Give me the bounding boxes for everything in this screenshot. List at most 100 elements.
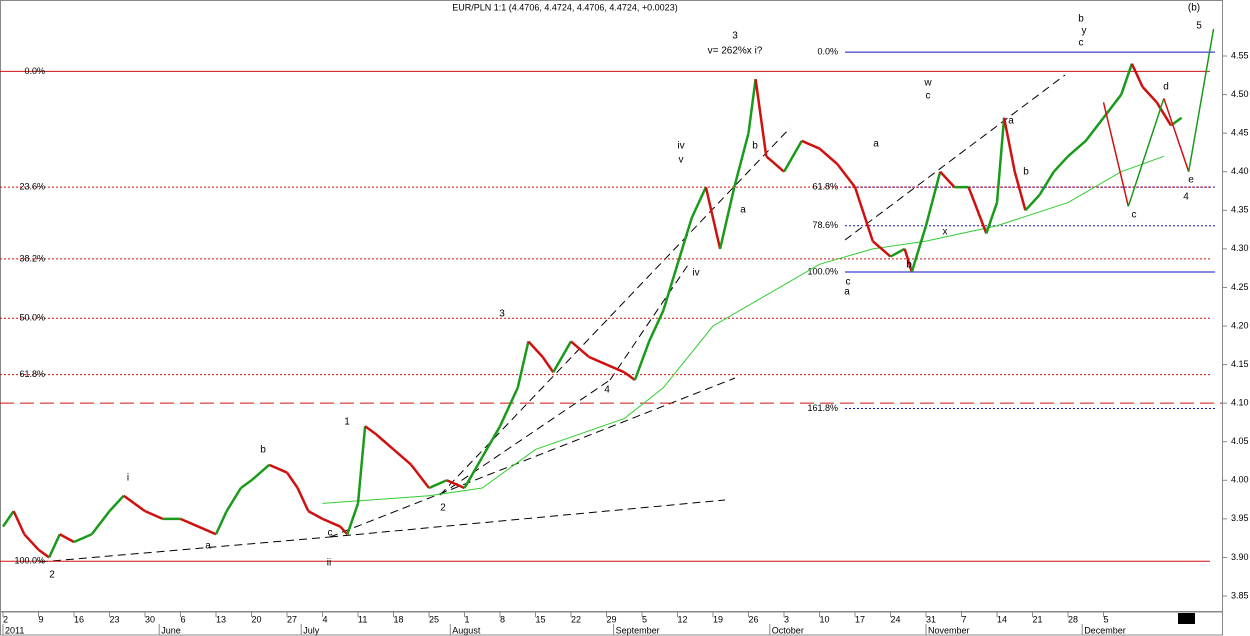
price-segment — [818, 147, 839, 165]
price-segment — [754, 78, 768, 157]
price-segment — [765, 155, 785, 173]
wave-label: 2 — [440, 503, 446, 514]
wave-label: a — [740, 205, 746, 216]
price-segment — [481, 425, 502, 458]
x-tick-label: 22 — [571, 614, 581, 624]
price-segment — [967, 186, 988, 234]
price-segment — [1013, 171, 1027, 211]
trend-line — [439, 127, 791, 496]
price-segment — [23, 533, 40, 551]
y-tick-label: 4.30 — [1231, 243, 1249, 253]
x-tick-label: 15 — [536, 614, 546, 624]
price-segment — [836, 163, 856, 188]
month-label: December — [1084, 625, 1126, 635]
wave-label: c — [1079, 38, 1084, 49]
price-segment — [1084, 116, 1105, 142]
wave-label: c — [926, 91, 931, 102]
wave-label: a — [1008, 116, 1014, 127]
x-tick-label: 5 — [1104, 614, 1109, 624]
price-segment — [801, 139, 820, 150]
y-tick-label: 4.10 — [1231, 398, 1249, 408]
price-segment — [924, 171, 942, 227]
x-axis-strip — [0, 611, 1223, 636]
y-tick-label: 4.35 — [1231, 205, 1249, 215]
price-segment — [782, 140, 803, 173]
fib-label: 100.0% — [807, 266, 838, 276]
price-segment — [122, 494, 136, 505]
projection-segment — [1187, 28, 1215, 172]
price-segment — [1024, 194, 1041, 212]
price-segment — [296, 487, 310, 512]
y-tick-label: 4.05 — [1231, 436, 1249, 446]
price-segment — [108, 494, 125, 512]
fib-label: 100.0% — [14, 556, 45, 566]
price-segment — [48, 533, 61, 558]
wave-label: w — [923, 78, 932, 89]
price-segment — [704, 186, 722, 250]
x-tick-label: 21 — [1033, 614, 1043, 624]
price-segment — [144, 509, 164, 521]
price-segment — [903, 248, 913, 273]
price-segment — [552, 340, 573, 373]
price-segment — [676, 217, 693, 265]
wave-label: ii — [327, 558, 331, 569]
wave-label: b — [1078, 14, 1084, 25]
price-segment — [463, 456, 484, 489]
trend-line — [329, 499, 726, 538]
price-segment — [718, 186, 736, 250]
price-segment — [747, 78, 757, 134]
fib-label: 161.8% — [807, 403, 838, 413]
price-segment — [392, 448, 413, 466]
price-segment — [1120, 63, 1134, 95]
x-tick-label: 18 — [394, 614, 404, 624]
wave-label: v — [679, 155, 684, 166]
x-tick-label: 24 — [891, 614, 901, 624]
price-segment — [570, 340, 590, 358]
x-tick-label: 5 — [642, 614, 647, 624]
price-segment — [197, 525, 217, 536]
y-tick-label: 4.00 — [1231, 475, 1249, 485]
x-tick-label: 23 — [110, 614, 120, 624]
wave-label: 4 — [1183, 192, 1189, 203]
wave-label: a — [873, 139, 879, 150]
price-segment — [527, 340, 544, 358]
price-segment — [647, 310, 665, 342]
wave-label: c — [1132, 210, 1137, 221]
x-tick-label: 19 — [713, 614, 723, 624]
price-segment — [428, 479, 448, 490]
wave-label: 2 — [49, 570, 55, 581]
price-segment — [662, 263, 679, 311]
price-segment — [1002, 117, 1016, 172]
projection-segment — [1102, 102, 1130, 207]
price-segment — [889, 247, 906, 258]
x-tick-label: 30 — [145, 614, 155, 624]
price-segment — [1052, 155, 1069, 173]
y-tick-label: 4.15 — [1231, 359, 1249, 369]
price-segment — [322, 517, 341, 528]
month-label: June — [161, 625, 181, 635]
x-tick-label: 6 — [181, 614, 186, 624]
x-tick-label: 17 — [855, 614, 865, 624]
price-segment — [623, 371, 636, 382]
wave-label: v= 262%x i? — [708, 46, 763, 57]
wave-label: y — [1082, 26, 1087, 37]
price-segment — [1, 510, 15, 528]
price-segment — [633, 340, 651, 381]
price-segment — [1155, 101, 1173, 127]
price-segment — [59, 533, 75, 544]
fib-label: 38.2% — [19, 253, 45, 263]
price-segment — [225, 487, 242, 512]
fib-label: 61.8% — [812, 182, 838, 192]
wave-label: 3 — [732, 31, 738, 42]
price-segment — [606, 363, 625, 374]
month-label: October — [772, 625, 804, 635]
trend-line — [329, 377, 736, 538]
x-tick-label: 1 — [465, 614, 470, 624]
x-tick-label: 27 — [287, 614, 297, 624]
price-segment — [268, 463, 288, 474]
wave-label: (b) — [1188, 3, 1200, 14]
x-tick-label: 31 — [926, 614, 936, 624]
price-segment — [939, 170, 956, 188]
price-segment — [733, 132, 750, 188]
